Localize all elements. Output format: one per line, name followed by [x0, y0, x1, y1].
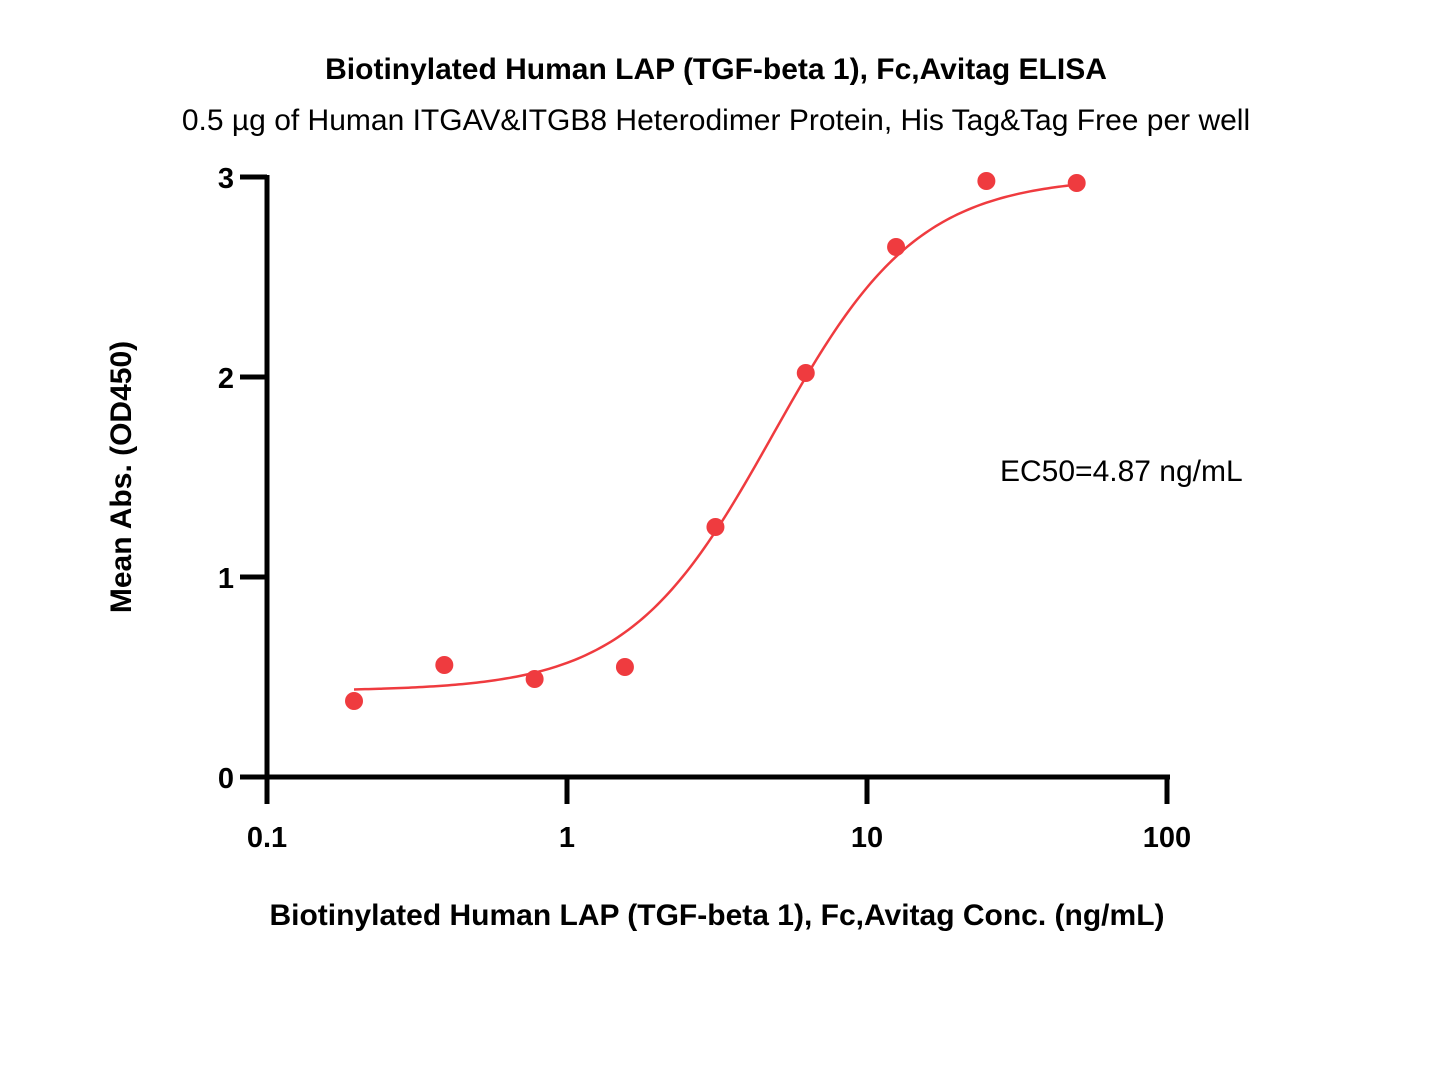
x-tick-label: 10 [851, 822, 883, 854]
chart-title: Biotinylated Human LAP (TGF-beta 1), Fc,… [325, 53, 1107, 86]
data-points [345, 172, 1086, 710]
data-point [615, 658, 634, 676]
y-tick-label: 0 [218, 763, 234, 795]
data-point [977, 172, 996, 190]
y-axis-label: Mean Abs. (OD450) [105, 341, 138, 613]
fit-curve [353, 183, 1077, 691]
ec50-annotation: EC50=4.87 ng/mL [1000, 455, 1243, 488]
data-point [796, 364, 815, 382]
x-axis: 0.1 1 10 100 [240, 774, 1191, 854]
x-tick-label: 100 [1143, 822, 1191, 854]
y-tick-label: 2 [218, 363, 234, 395]
data-point [887, 238, 906, 256]
x-axis-label: Biotinylated Human LAP (TGF-beta 1), Fc,… [269, 899, 1164, 932]
data-point [706, 518, 725, 536]
x-tick-label: 1 [559, 822, 575, 854]
data-point [525, 670, 544, 688]
chart-subtitle: 0.5 µg of Human ITGAV&ITGB8 Heterodimer … [182, 104, 1250, 137]
data-point [345, 692, 364, 710]
y-tick-label: 3 [218, 163, 234, 195]
y-tick-label: 1 [218, 563, 234, 595]
data-point [1067, 174, 1086, 192]
data-point [435, 656, 454, 674]
y-axis: 0 1 2 3 [218, 163, 270, 795]
y-ticks: 0 1 2 3 [218, 163, 267, 795]
x-tick-label: 0.1 [247, 822, 287, 854]
x-ticks: 0.1 1 10 100 [247, 777, 1191, 854]
